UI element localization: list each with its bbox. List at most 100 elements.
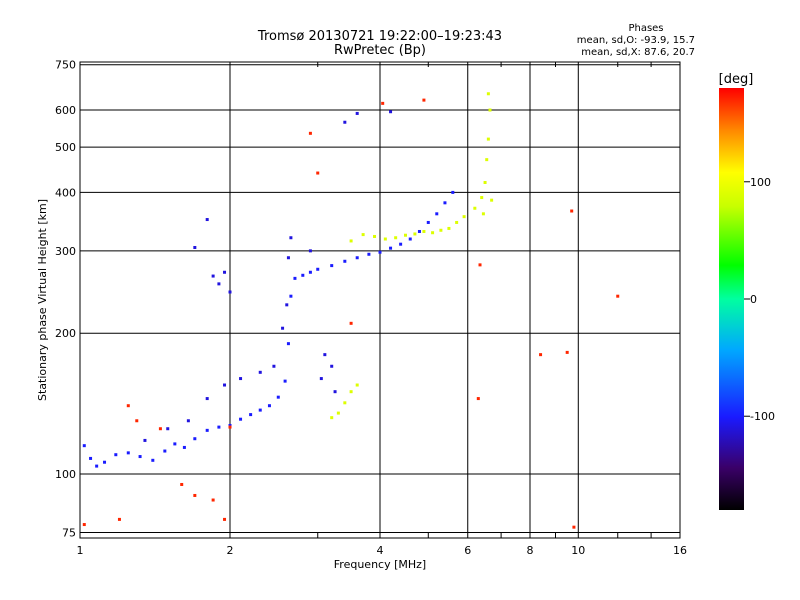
data-point [355,383,359,387]
y-tick-label: 75 [62,527,76,540]
data-point [572,525,576,529]
data-point [616,294,620,298]
data-point [301,273,305,277]
data-point [285,303,289,307]
data-point [228,290,232,294]
data-point [476,397,480,401]
data-point [135,419,139,423]
phases-x-stats: mean, sd,X: 87.6, 20.7 [581,47,695,58]
data-point [343,259,347,263]
data-point [193,437,197,441]
data-point [193,245,197,249]
data-point [565,350,569,354]
phases-o-stats: mean, sd,O: -93.9, 15.7 [577,35,695,46]
data-point [239,377,243,381]
data-point [308,270,312,274]
data-point [205,428,209,432]
data-point [417,229,421,233]
data-point [186,419,190,423]
data-point [267,404,271,408]
data-point [228,425,232,429]
data-point [138,455,142,459]
data-point [336,411,340,415]
data-point [272,364,276,368]
x-tick-label: 2 [227,544,234,557]
data-point [490,198,494,202]
data-point [249,413,253,417]
data-point [478,263,482,267]
data-point [349,321,353,325]
data-point [389,246,393,250]
data-point [486,92,490,96]
data-point [330,416,334,420]
data-point [426,220,430,224]
data-point [355,256,359,260]
data-point [283,379,287,383]
data-point [462,215,466,219]
data-point [422,229,426,233]
data-point [343,401,347,405]
data-point [205,397,209,401]
data-point [103,460,107,464]
data-point [223,270,227,274]
data-point [308,249,312,253]
data-point [193,493,197,497]
data-point [570,209,574,213]
y-tick-label: 500 [55,141,76,154]
data-point [323,353,327,357]
data-point [408,237,412,241]
data-point [349,390,353,394]
data-point [439,228,443,232]
data-point [378,250,382,254]
colorbar-tick-label: 100 [750,176,771,189]
y-tick-label: 400 [55,186,76,199]
x-tick-label: 1 [77,544,84,557]
data-point [217,425,221,429]
data-point [117,517,121,521]
data-point [381,101,385,105]
data-point [349,239,353,243]
data-point [281,326,285,330]
data-point [151,458,155,462]
data-point [166,427,170,431]
data-point [373,234,377,238]
data-point [173,442,177,446]
data-point [114,453,118,457]
phases-heading: Phases [628,23,663,34]
data-point [180,482,184,486]
data-point [447,226,451,230]
x-axis-label: Frequency [MHz] [334,558,426,571]
y-axis-label: Stationary phase Virtual Height [km] [36,199,49,401]
colorbar-label: [deg] [719,72,754,87]
colorbar-tick-label: -100 [750,410,775,423]
colorbar-gradient [719,88,744,510]
x-tick-label: 10 [571,544,585,557]
data-point [443,201,447,205]
data-point [82,523,86,527]
data-point [485,158,489,162]
data-point [308,131,312,135]
data-point [289,294,293,298]
data-point [289,236,293,240]
data-point [126,451,130,455]
data-point [389,110,393,114]
data-point [293,276,297,280]
data-point [158,427,162,431]
data-point [316,267,320,271]
data-point [319,377,323,381]
data-point [258,370,262,374]
data-point [486,137,490,141]
data-point [330,364,334,368]
data-point [539,353,543,357]
data-point [431,231,435,235]
data-point [126,404,130,408]
data-point [343,120,347,124]
data-point [455,220,459,224]
data-point [481,212,485,216]
data-point [330,264,334,268]
data-point [82,444,86,448]
data-point [367,252,371,256]
data-point [451,190,455,194]
y-tick-label: 300 [55,245,76,258]
